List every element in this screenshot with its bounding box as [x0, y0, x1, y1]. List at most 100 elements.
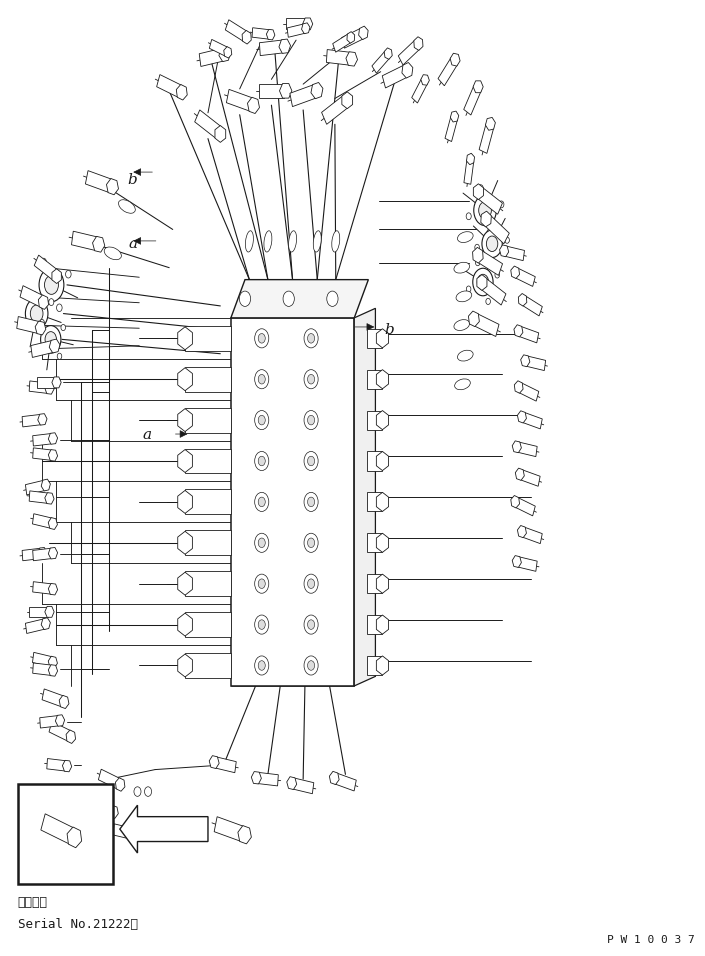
Circle shape [180, 332, 190, 345]
Polygon shape [412, 78, 427, 103]
Circle shape [307, 456, 314, 466]
Circle shape [424, 77, 427, 82]
Ellipse shape [458, 231, 473, 243]
Polygon shape [32, 652, 52, 667]
Polygon shape [347, 32, 355, 43]
Circle shape [41, 258, 47, 266]
Polygon shape [505, 246, 525, 261]
Ellipse shape [104, 247, 121, 260]
Polygon shape [473, 81, 483, 93]
Circle shape [304, 451, 318, 470]
Circle shape [482, 230, 502, 257]
Circle shape [258, 579, 265, 589]
Polygon shape [517, 526, 527, 537]
Polygon shape [472, 248, 483, 263]
Polygon shape [178, 368, 192, 391]
Circle shape [41, 551, 44, 555]
Circle shape [111, 810, 115, 815]
Polygon shape [49, 583, 58, 595]
Circle shape [521, 297, 525, 302]
Circle shape [180, 577, 190, 591]
Polygon shape [279, 39, 290, 54]
Polygon shape [38, 294, 49, 310]
Circle shape [515, 559, 518, 564]
Ellipse shape [454, 319, 470, 331]
Polygon shape [247, 98, 259, 114]
Polygon shape [522, 527, 542, 544]
Circle shape [51, 436, 54, 441]
Circle shape [453, 115, 456, 119]
Polygon shape [25, 480, 45, 495]
Circle shape [48, 610, 51, 614]
Circle shape [476, 252, 480, 258]
Circle shape [304, 656, 318, 675]
Circle shape [55, 273, 59, 279]
Circle shape [145, 787, 152, 796]
Circle shape [307, 661, 314, 670]
Circle shape [61, 324, 66, 331]
Circle shape [307, 415, 314, 424]
Circle shape [251, 102, 256, 108]
Polygon shape [22, 548, 42, 561]
Circle shape [255, 615, 269, 634]
Polygon shape [39, 715, 59, 728]
Polygon shape [290, 84, 317, 107]
Bar [185, 326, 231, 351]
Polygon shape [178, 613, 192, 636]
Circle shape [245, 34, 248, 39]
Polygon shape [63, 760, 72, 771]
Polygon shape [477, 274, 487, 291]
Circle shape [30, 305, 43, 322]
Polygon shape [106, 179, 118, 195]
Polygon shape [113, 824, 134, 839]
Circle shape [479, 202, 491, 219]
Circle shape [69, 734, 73, 739]
Polygon shape [402, 62, 413, 78]
Circle shape [255, 656, 269, 675]
Circle shape [378, 333, 386, 344]
Polygon shape [279, 83, 292, 98]
Polygon shape [355, 309, 375, 686]
Circle shape [41, 326, 61, 353]
Polygon shape [522, 296, 542, 315]
Polygon shape [376, 492, 388, 511]
Polygon shape [479, 124, 493, 153]
Circle shape [39, 325, 42, 331]
Circle shape [39, 268, 64, 302]
Polygon shape [438, 57, 458, 86]
Ellipse shape [455, 379, 470, 390]
Circle shape [453, 57, 457, 62]
Bar [367, 370, 382, 389]
Bar [367, 492, 382, 511]
Text: b: b [128, 173, 137, 186]
Circle shape [258, 619, 265, 629]
Polygon shape [52, 269, 61, 284]
Text: P W 1 0 0 3 7: P W 1 0 0 3 7 [607, 935, 694, 945]
Ellipse shape [454, 262, 470, 273]
Polygon shape [49, 433, 58, 445]
Polygon shape [445, 117, 458, 141]
Circle shape [180, 659, 190, 672]
Circle shape [44, 483, 47, 488]
Circle shape [472, 316, 476, 321]
Circle shape [477, 274, 489, 290]
Circle shape [513, 270, 517, 274]
Polygon shape [517, 556, 537, 572]
Polygon shape [178, 490, 192, 513]
Polygon shape [48, 517, 57, 530]
Polygon shape [214, 816, 244, 841]
Circle shape [307, 334, 314, 343]
Polygon shape [45, 492, 54, 504]
Text: a: a [142, 428, 152, 442]
Polygon shape [376, 533, 388, 553]
Polygon shape [92, 236, 105, 252]
Polygon shape [85, 170, 112, 193]
Circle shape [51, 453, 54, 458]
Circle shape [378, 455, 386, 467]
Polygon shape [481, 278, 506, 305]
Circle shape [180, 373, 190, 386]
Circle shape [51, 587, 54, 592]
Polygon shape [293, 778, 314, 793]
Circle shape [62, 700, 66, 705]
Circle shape [290, 781, 293, 786]
